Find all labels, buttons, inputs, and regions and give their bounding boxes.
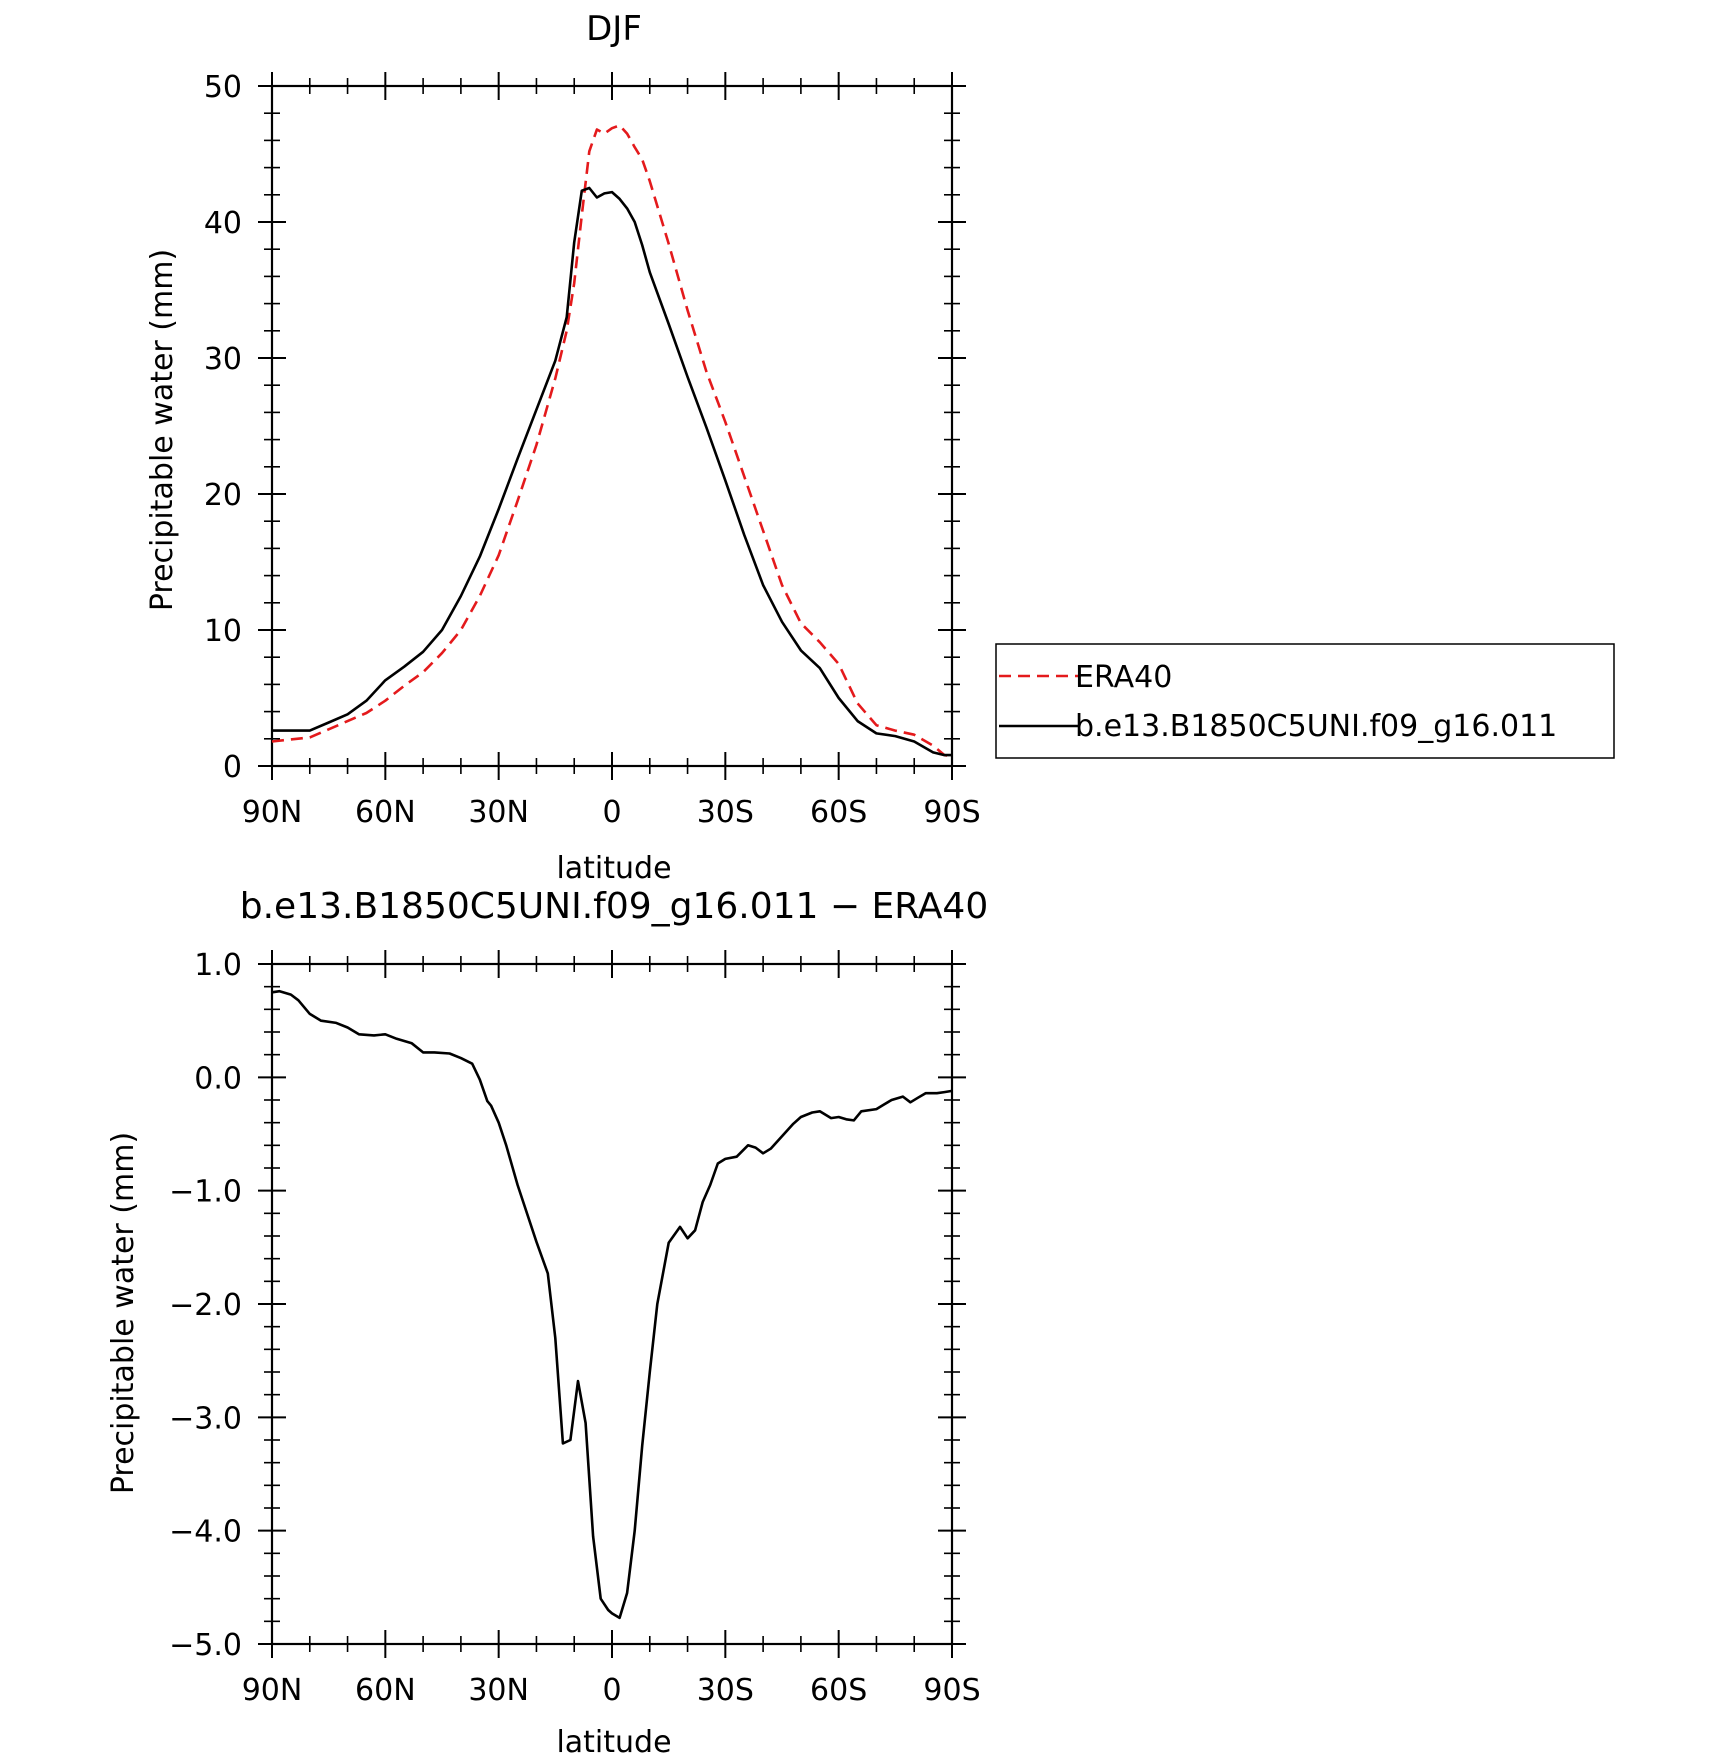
bottom-plot-area: 90N 60N 30N 0 30S 60S 90S −5.0 −4.0 −3.0 −2.0 −1.0 0… (169, 948, 980, 1708)
top-x-axis-label: latitude (556, 851, 671, 886)
top-x-tick-label: 90S (923, 795, 980, 830)
bottom-x-tick-label: 60N (355, 1673, 416, 1708)
top-plot-area: 90N 60N 30N 0 30S 60S 90S 0 10 20 30 40 50 (204, 70, 981, 830)
bottom-x-tick-label: 90N (242, 1673, 303, 1708)
top-y-tick-label: 50 (204, 70, 242, 105)
top-plot-frame (270, 84, 954, 768)
bottom-y-tick-label: 1.0 (194, 948, 242, 983)
legend: ERA40 b.e13.B1850C5UNI.f09_g16.011 (995, 643, 1615, 759)
bottom-chart-title: b.e13.B1850C5UNI.f09_g16.011 − ERA40 (240, 886, 988, 927)
legend-box (995, 643, 1615, 759)
top-x-tick-label: 90N (242, 795, 303, 830)
top-x-tick-label: 30N (468, 795, 529, 830)
bottom-x-tick-label: 0 (602, 1673, 621, 1708)
bottom-y-axis-label: Precipitable water (mm) (106, 1132, 141, 1494)
bottom-x-axis-label: latitude (556, 1725, 671, 1756)
legend-label-model: b.e13.B1850C5UNI.f09_g16.011 (1075, 709, 1557, 744)
bottom-series-line-0 (271, 989, 953, 1620)
bottom-chart-panel: b.e13.B1850C5UNI.f09_g16.011 − ERA40 90N… (106, 886, 988, 1756)
bottom-x-tick-label: 30S (697, 1673, 754, 1708)
legend-label-era40: ERA40 (1075, 660, 1172, 695)
bottom-y-tick-label: −2.0 (169, 1288, 242, 1323)
bottom-y-tick-label: −5.0 (169, 1628, 242, 1663)
bottom-y-tick-label: 0.0 (194, 1061, 242, 1096)
top-y-tick-label: 30 (204, 342, 242, 377)
top-y-tick-label: 20 (204, 478, 242, 513)
top-y-tick-label: 0 (223, 750, 242, 785)
bottom-y-tick-label: −3.0 (169, 1401, 242, 1436)
top-x-tick-label: 60N (355, 795, 416, 830)
top-series-line-1 (272, 186, 952, 757)
bottom-x-tick-label: 60S (810, 1673, 867, 1708)
bottom-y-tick-label: −1.0 (169, 1175, 242, 1210)
bottom-x-tick-label: 90S (923, 1673, 980, 1708)
bottom-x-tick-label: 30N (468, 1673, 529, 1708)
top-y-tick-label: 40 (204, 206, 242, 241)
top-chart-panel: DJF 90N 60N 30N 0 30S 60S 90S 0 10 20 30 40 50 latit… (145, 9, 981, 886)
bottom-y-tick-label: −4.0 (169, 1515, 242, 1550)
top-x-tick-label: 0 (602, 795, 621, 830)
top-y-axis-label: Precipitable water (mm) (145, 249, 180, 611)
top-x-tick-label: 60S (810, 795, 867, 830)
top-x-tick-label: 30S (697, 795, 754, 830)
top-series-line-0 (271, 124, 953, 758)
bottom-plot-frame (270, 962, 954, 1646)
top-chart-title: DJF (586, 9, 642, 49)
top-y-tick-label: 10 (204, 614, 242, 649)
